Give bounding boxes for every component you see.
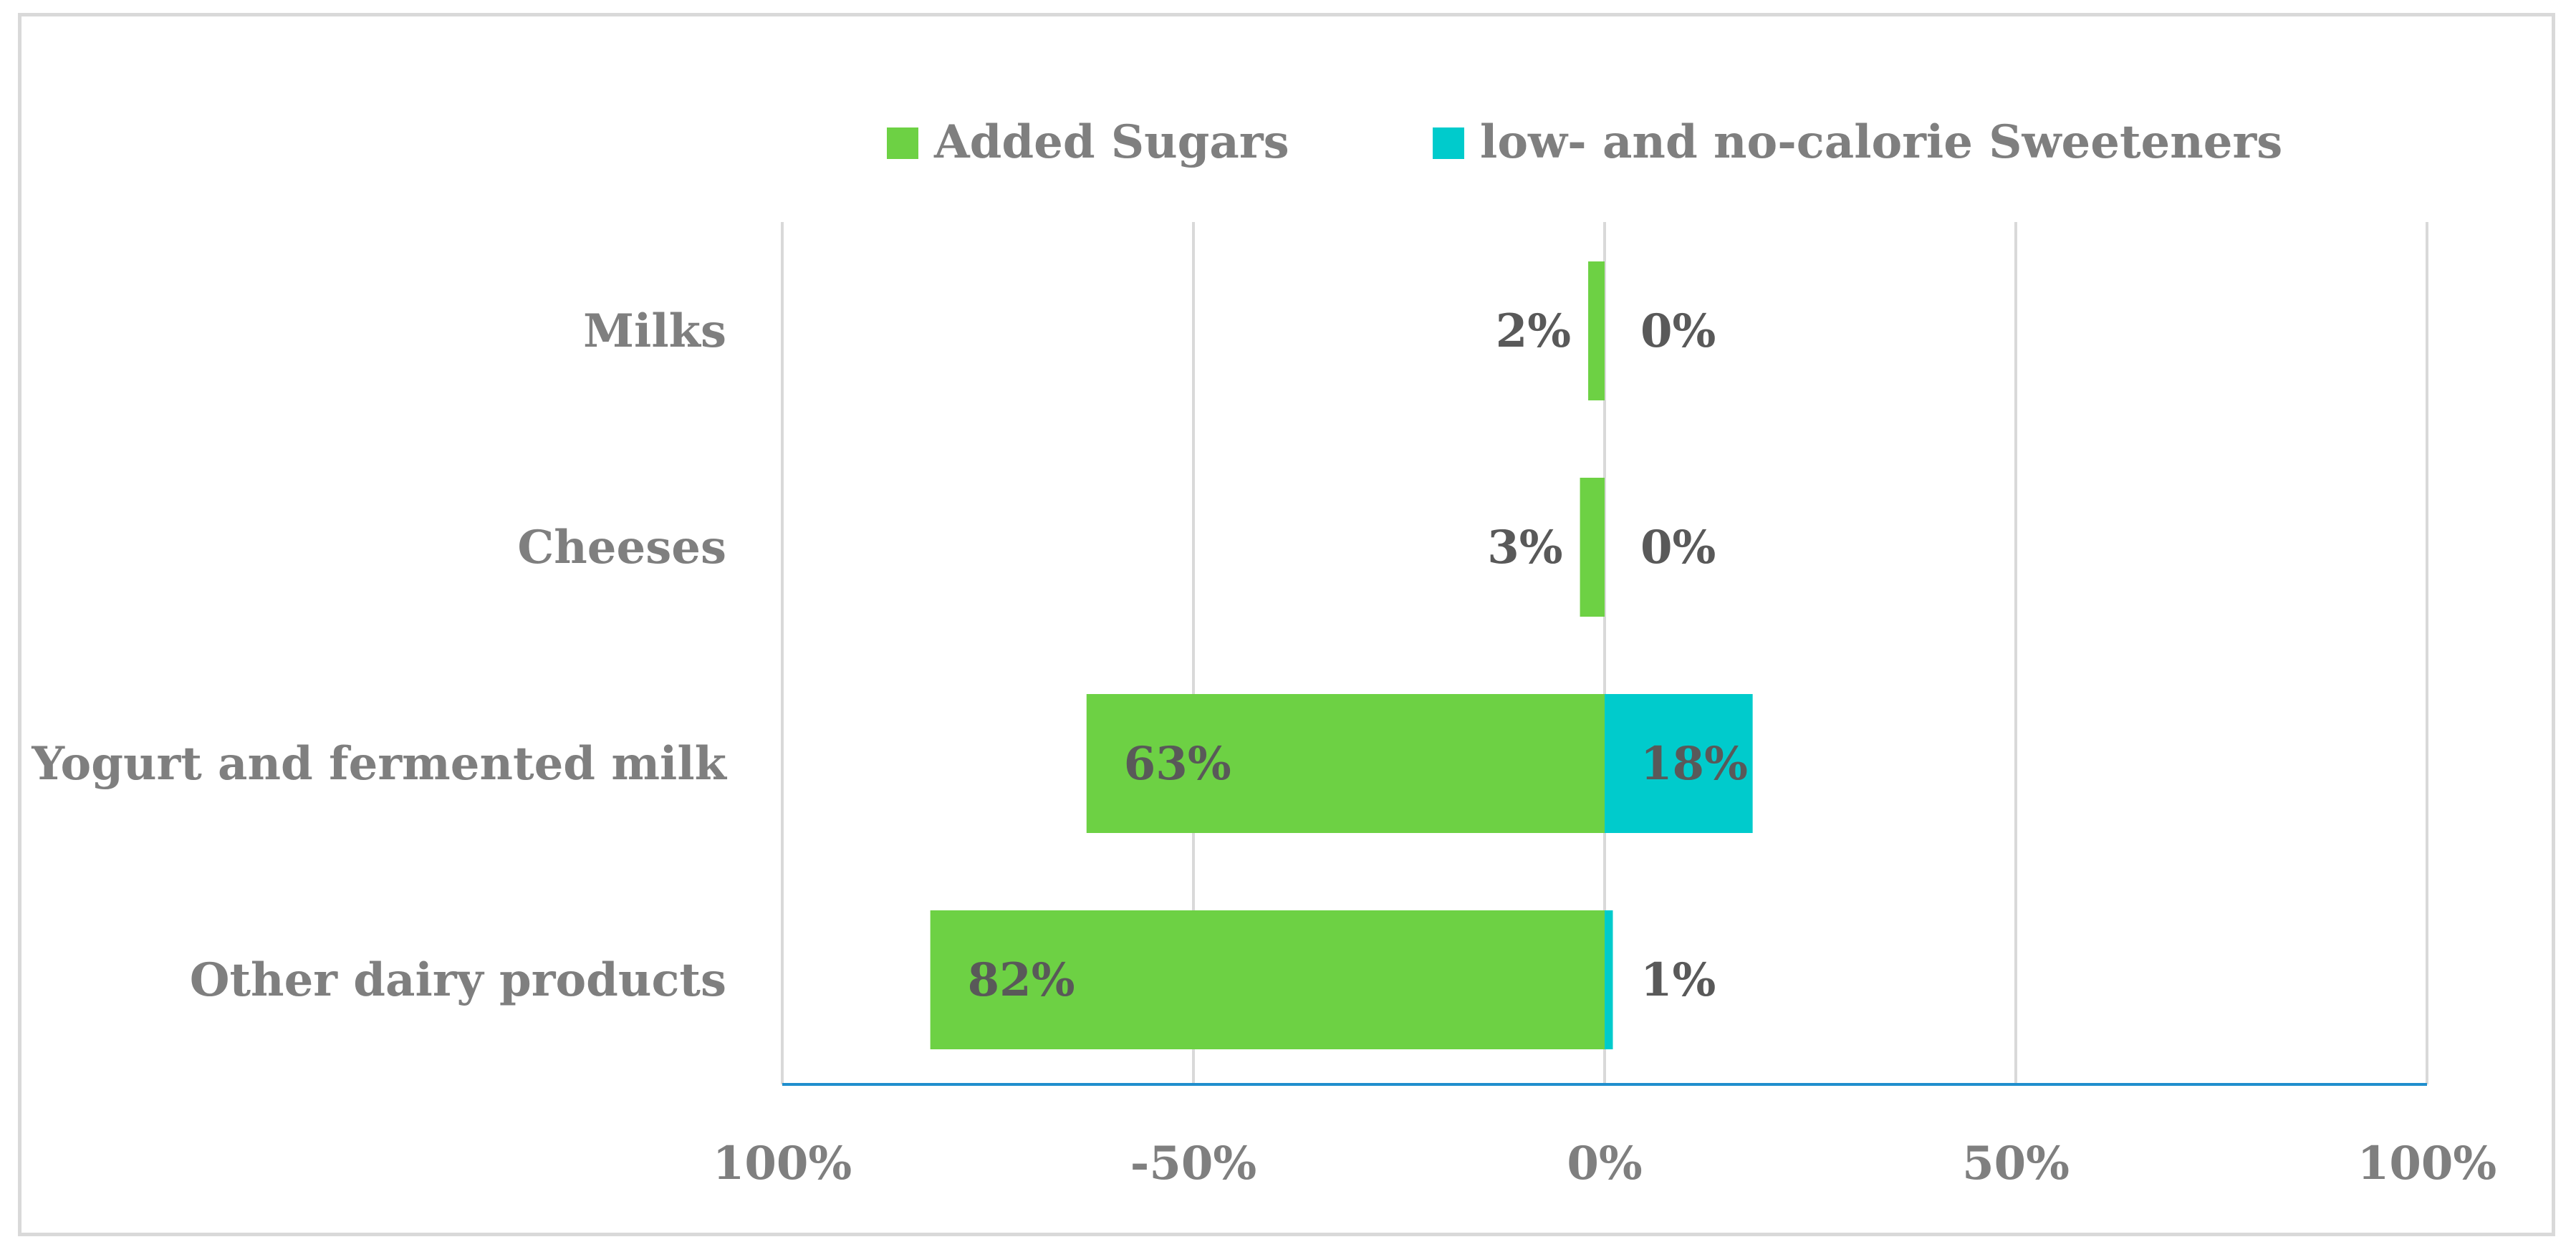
- legend-swatch-added-sugars: [887, 127, 918, 159]
- category-label-milks: Milks: [583, 304, 726, 358]
- category-label-yogurt-and-fermented-milk: Yogurt and fermented milk: [31, 737, 727, 791]
- x-tick-label-1: -50%: [1130, 1137, 1256, 1190]
- bar-low-and-no-calorie-sweeteners-yogurt-and-fermented-milk: [1605, 694, 1753, 833]
- bars: [930, 261, 1753, 1049]
- category-labels: Milks Cheeses Yogurt and fermented milk Oth…: [31, 304, 727, 1007]
- bar-low-and-no-calorie-sweeteners-other-dairy-products: [1605, 910, 1613, 1049]
- bar-added-sugars-other-dairy-products: [930, 910, 1605, 1049]
- category-label-other-dairy-products: Other dairy products: [190, 953, 726, 1007]
- legend-label-added-sugars: Added Sugars: [933, 115, 1289, 169]
- data-labels: 2% 0% 3% 0% 63% 18% 82% 1%: [968, 304, 1748, 1007]
- bar-added-sugars-milks: [1588, 261, 1605, 400]
- x-tick-label-0: 100%: [713, 1137, 852, 1190]
- data-label-low-and-no-calorie-sweeteners-cheeses: 0%: [1640, 521, 1716, 574]
- legend: Added Sugars low- and no-calorie Sweetene…: [887, 115, 2282, 169]
- legend-swatch-low-and-no-calorie-sweeteners: [1433, 127, 1464, 159]
- data-label-added-sugars-other-dairy-products: 82%: [968, 953, 1075, 1007]
- x-tick-label-3: 50%: [1962, 1137, 2070, 1190]
- data-label-low-and-no-calorie-sweeteners-yogurt-and-fermented-milk: 18%: [1640, 737, 1748, 791]
- x-tick-label-4: 100%: [2358, 1137, 2496, 1190]
- x-axis: 100% -50% 0% 50% 100%: [713, 1083, 2496, 1190]
- data-label-low-and-no-calorie-sweeteners-milks: 0%: [1640, 304, 1716, 358]
- category-label-cheeses: Cheeses: [517, 521, 726, 574]
- bar-added-sugars-yogurt-and-fermented-milk: [1086, 694, 1605, 833]
- legend-label-low-and-no-calorie-sweeteners: low- and no-calorie Sweeteners: [1480, 115, 2282, 169]
- data-label-added-sugars-cheeses: 3%: [1487, 521, 1562, 574]
- bar-added-sugars-cheeses: [1580, 478, 1605, 617]
- x-tick-label-2: 0%: [1567, 1137, 1642, 1190]
- data-label-low-and-no-calorie-sweeteners-other-dairy-products: 1%: [1640, 953, 1716, 1007]
- data-label-added-sugars-milks: 2%: [1496, 304, 1571, 358]
- data-label-added-sugars-yogurt-and-fermented-milk: 63%: [1124, 737, 1231, 791]
